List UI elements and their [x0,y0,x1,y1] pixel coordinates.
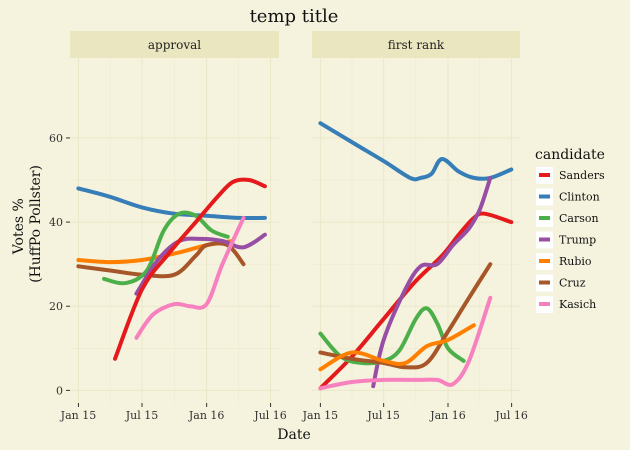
x-tick-label: Jul 16 [494,409,528,422]
legend: candidate Sanders Clinton Carson Trump Rubio… [535,147,605,313]
x-tick-label: Jul 15 [366,409,400,422]
x-tick-label: Jul 15 [125,409,159,422]
x-tick-label: Jan 16 [429,409,466,422]
line-approval-clinton [76,186,267,221]
legend-title: candidate [535,147,605,163]
line-first-rank-carson [318,306,466,366]
strip-approval-bg [70,31,279,58]
y-axis-label-line-2: (HuffPo Pollster) [28,165,44,283]
chart-title: temp title [250,6,339,27]
line-first-rank-clinton [318,121,514,182]
strip-label-approval: approval [148,38,201,52]
legend-label-clinton: Clinton [559,191,600,204]
legend-label-sanders: Sanders [559,169,605,182]
y-axis-label: Votes % (HuffPo Pollster) [11,165,44,283]
grid-approval [70,58,279,403]
legend-label-kasich: Kasich [559,298,596,311]
x-axis-label: Date [277,427,310,443]
legend-label-carson: Carson [559,212,599,225]
line-approval-trump [134,232,267,296]
line-first-rank-trump [371,175,493,389]
x-axis-ticks: Jan 15 Jul 15 Jan 16 Jul 16 Jan 15 Jul 15 Jan … [60,403,528,422]
line-approval-carson [102,210,230,286]
strip-label-first-rank: first rank [388,38,445,52]
line-first-rank-sanders [318,211,514,391]
y-axis-ticks: 0 20 40 60 [49,132,70,397]
line-first-rank-cruz [318,262,493,370]
x-tick-label: Jan 15 [60,409,97,422]
legend-label-rubio: Rubio [559,255,592,268]
legend-label-trump: Trump [559,234,596,247]
lines-approval [76,177,267,361]
grid-first-rank [312,58,520,403]
y-tick-label: 0 [56,384,63,397]
x-tick-label: Jan 16 [188,409,225,422]
y-tick-label: 60 [49,132,63,145]
y-axis-label-line-1: Votes % [11,198,27,255]
x-tick-label: Jul 16 [253,409,287,422]
x-tick-label: Jan 15 [302,409,339,422]
panel-approval: approval [70,31,279,403]
line-approval-cruz [76,241,246,279]
line-approval-kasich [134,215,246,340]
strip-first-rank-bg [312,31,520,58]
lines-first-rank [318,121,514,391]
line-first-rank-kasich [318,295,493,391]
y-tick-label: 20 [49,300,63,313]
legend-label-cruz: Cruz [559,277,586,290]
panel-first-rank: first rank [312,31,520,403]
line-first-rank-rubio [318,323,476,372]
y-tick-label: 40 [49,216,63,229]
line-approval-sanders [113,177,267,361]
